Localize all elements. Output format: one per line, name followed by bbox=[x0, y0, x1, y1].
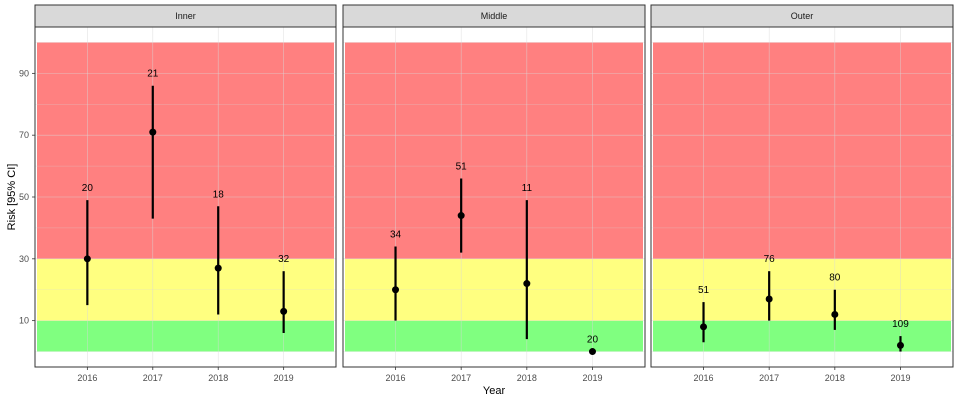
risk-band bbox=[37, 320, 334, 352]
sample-size-label: 32 bbox=[278, 254, 290, 265]
x-tick-label: 2017 bbox=[759, 373, 779, 383]
x-tick-label: 2019 bbox=[274, 373, 294, 383]
x-tick-label: 2016 bbox=[386, 373, 406, 383]
data-point bbox=[523, 280, 531, 288]
facet-panel-inner: Inner 2016 2017 2018 2019 20 21 18 32 bbox=[34, 4, 337, 383]
y-tick-label: 50 bbox=[19, 192, 29, 202]
sample-size-label: 18 bbox=[213, 189, 225, 200]
data-point bbox=[588, 348, 596, 356]
facet-strip-label: Middle bbox=[481, 11, 508, 21]
sample-size-label: 76 bbox=[764, 254, 776, 265]
data-point bbox=[896, 341, 904, 349]
x-tick-label: 2016 bbox=[694, 373, 714, 383]
data-point bbox=[457, 212, 465, 220]
risk-band bbox=[345, 320, 643, 352]
sample-size-label: 11 bbox=[522, 183, 533, 194]
data-point bbox=[700, 323, 708, 331]
data-point bbox=[392, 286, 400, 294]
y-tick-label: 70 bbox=[19, 130, 29, 140]
x-tick-label: 2018 bbox=[208, 373, 228, 383]
facet-strip-label: Outer bbox=[791, 11, 814, 21]
x-tick-label: 2018 bbox=[517, 373, 537, 383]
x-axis-title: Year bbox=[483, 385, 506, 397]
data-point bbox=[831, 310, 839, 318]
facet-strip-label: Inner bbox=[175, 11, 196, 21]
risk-band bbox=[653, 42, 951, 259]
facet-panel-outer: Outer 2016 2017 2018 2019 51 76 80 109 bbox=[650, 4, 954, 383]
x-tick-label: 2017 bbox=[143, 373, 163, 383]
x-tick-label: 2016 bbox=[77, 373, 97, 383]
sample-size-label: 109 bbox=[892, 319, 909, 330]
sample-size-label: 21 bbox=[147, 69, 159, 80]
facet-strip bbox=[34, 4, 337, 28]
y-tick-label: 90 bbox=[19, 68, 29, 78]
risk-band bbox=[37, 42, 334, 259]
y-axis-title: Risk [95% CI] bbox=[6, 164, 18, 231]
sample-size-label: 34 bbox=[390, 229, 402, 240]
data-point bbox=[214, 264, 222, 272]
x-tick-label: 2019 bbox=[582, 373, 602, 383]
facet-strip bbox=[650, 4, 954, 28]
x-tick-label: 2018 bbox=[825, 373, 845, 383]
risk-band bbox=[345, 42, 643, 259]
facet-panel-middle: Middle 2016 2017 2018 2019 34 51 11 20 bbox=[342, 4, 646, 383]
data-point bbox=[83, 255, 91, 263]
data-point bbox=[149, 128, 157, 136]
x-tick-label: 2017 bbox=[451, 373, 471, 383]
facet-strip bbox=[342, 4, 646, 28]
data-point bbox=[280, 307, 288, 315]
sample-size-label: 80 bbox=[829, 273, 841, 284]
y-tick-label: 10 bbox=[19, 316, 29, 326]
y-axis: 10 30 50 70 90 bbox=[19, 68, 35, 326]
data-point bbox=[765, 295, 773, 303]
sample-size-label: 51 bbox=[698, 285, 710, 296]
sample-size-label: 20 bbox=[82, 183, 94, 194]
sample-size-label: 51 bbox=[456, 161, 468, 172]
sample-size-label: 20 bbox=[587, 335, 599, 346]
x-tick-label: 2019 bbox=[890, 373, 910, 383]
y-tick-label: 30 bbox=[19, 254, 29, 264]
